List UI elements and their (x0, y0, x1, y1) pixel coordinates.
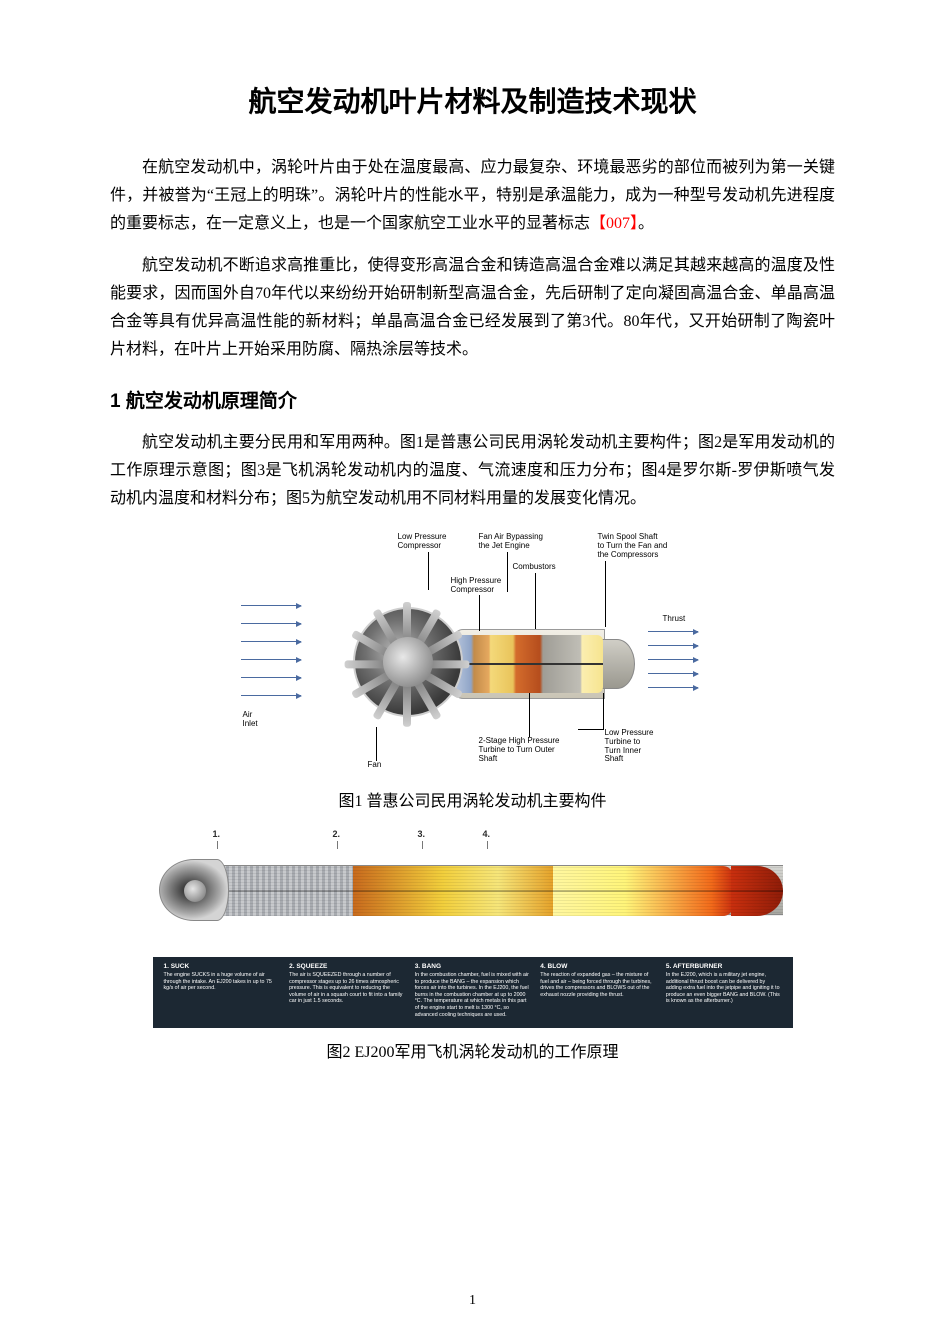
stage-heading: 4. BLOW (540, 963, 656, 970)
label-air-inlet: AirInlet (243, 711, 258, 729)
air-inlet-arrow-icon (241, 623, 301, 624)
stage-body: In the combustion chamber, fuel is mixed… (415, 972, 531, 1018)
stage-heading: 1. SUCK (164, 963, 280, 970)
thrust-arrow-icon (648, 687, 698, 688)
stage-marker-line-icon (217, 841, 218, 849)
section-1-heading: 1 航空发动机原理简介 (110, 386, 835, 413)
figure-1-turbofan-diagram: AirInlet Low Pres (233, 527, 713, 777)
paragraph-2: 航空发动机不断追求高推重比，使得变形高温合金和铸造高温合金难以满足其越来越高的温… (110, 252, 835, 364)
air-inlet-arrow-icon (241, 677, 301, 678)
stage-heading: 2. SQUEEZE (289, 963, 405, 970)
paragraph-1-text-b: 。 (638, 215, 654, 232)
reference-marker: 【007】 (590, 215, 638, 232)
stage-body: The reaction of expanded gas – the mixtu… (540, 972, 656, 998)
stage-marker-line-icon (487, 841, 488, 849)
stage-marker: 1. (213, 829, 221, 839)
stage-marker-line-icon (422, 841, 423, 849)
label-lp-turbine: Low PressureTurbine toTurn InnerShaft (605, 729, 654, 764)
label-hp-turbine: 2-Stage High PressureTurbine to Turn Out… (479, 737, 560, 763)
label-lp-compressor: Low PressureCompressor (398, 533, 447, 551)
stage-body: In the EJ200, which is a military jet en… (666, 972, 782, 1005)
engine-body-icon (353, 587, 613, 737)
stage-marker: 3. (418, 829, 426, 839)
stage-desc-suck: 1. SUCK The engine SUCKS in a huge volum… (159, 963, 285, 1018)
thrust-arrow-icon (648, 659, 698, 660)
lead-line-icon (535, 573, 536, 629)
label-hp-compressor: High PressureCompressor (451, 577, 502, 595)
label-fan-air-bypass: Fan Air Bypassingthe Jet Engine (479, 533, 543, 551)
thrust-arrow-icon (648, 673, 698, 674)
stage-marker: 2. (333, 829, 341, 839)
lead-line-icon (578, 729, 604, 730)
figure-2-ej200-diagram: 1. 2. 3. 4. 1. SUCK The engine SUCKS (153, 827, 793, 1028)
stage-desc-squeeze: 2. SQUEEZE The air is SQUEEZED through a… (284, 963, 410, 1018)
paragraph-1: 在航空发动机中，涡轮叶片由于处在温度最高、应力最复杂、环境最恶劣的部位而被列为第… (110, 154, 835, 238)
paragraph-1-text-a: 在航空发动机中，涡轮叶片由于处在温度最高、应力最复杂、环境最恶劣的部位而被列为第… (110, 159, 835, 232)
label-fan: Fan (368, 761, 382, 770)
figure-2-caption: 图2 EJ200军用飞机涡轮发动机的工作原理 (110, 1038, 835, 1062)
label-combustors: Combustors (513, 563, 556, 572)
fan-hub-icon (383, 637, 433, 687)
page-title: 航空发动机叶片材料及制造技术现状 (110, 80, 835, 120)
engine-barrel-icon (223, 865, 783, 915)
paragraph-3: 航空发动机主要分民用和军用两种。图1是普惠公司民用涡轮发动机主要构件；图2是军用… (110, 429, 835, 513)
stage-desc-afterburner: 5. AFTERBURNER In the EJ200, which is a … (661, 963, 787, 1018)
lead-line-icon (603, 693, 604, 729)
document-page: 航空发动机叶片材料及制造技术现状 在航空发动机中，涡轮叶片由于处在温度最高、应力… (0, 0, 945, 1337)
stage-desc-bang: 3. BANG In the combustion chamber, fuel … (410, 963, 536, 1018)
engine-exhaust-icon (599, 639, 635, 689)
air-inlet-arrow-icon (241, 605, 301, 606)
lead-line-icon (605, 561, 606, 627)
engine-centerline-icon (223, 890, 783, 892)
thrust-arrow-icon (648, 631, 698, 632)
lead-line-icon (428, 552, 429, 590)
label-thrust: Thrust (663, 615, 686, 624)
lead-line-icon (507, 552, 508, 592)
stage-body: The air is SQUEEZED through a number of … (289, 972, 405, 1005)
stage-desc-blow: 4. BLOW The reaction of expanded gas – t… (535, 963, 661, 1018)
label-twin-spool-shaft: Twin Spool Shaftto Turn the Fan andthe C… (598, 533, 668, 559)
figure-2-descriptions: 1. SUCK The engine SUCKS in a huge volum… (153, 957, 793, 1028)
stage-body: The engine SUCKS in a huge volume of air… (164, 972, 280, 992)
thrust-arrow-icon (648, 645, 698, 646)
air-inlet-arrow-icon (241, 641, 301, 642)
stage-heading: 5. AFTERBURNER (666, 963, 782, 970)
page-number: 1 (0, 1293, 945, 1309)
stage-heading: 3. BANG (415, 963, 531, 970)
lead-line-icon (376, 727, 377, 761)
stage-marker: 4. (483, 829, 491, 839)
figure-2-engine-view: 1. 2. 3. 4. (153, 827, 793, 957)
figure-1-caption: 图1 普惠公司民用涡轮发动机主要构件 (110, 787, 835, 811)
air-inlet-arrow-icon (241, 659, 301, 660)
lead-line-icon (529, 693, 530, 737)
stage-marker-line-icon (337, 841, 338, 849)
lead-line-icon (479, 595, 480, 631)
intake-cowl-icon (159, 859, 229, 921)
air-inlet-arrow-icon (241, 695, 301, 696)
engine-shaft-icon (453, 663, 603, 665)
